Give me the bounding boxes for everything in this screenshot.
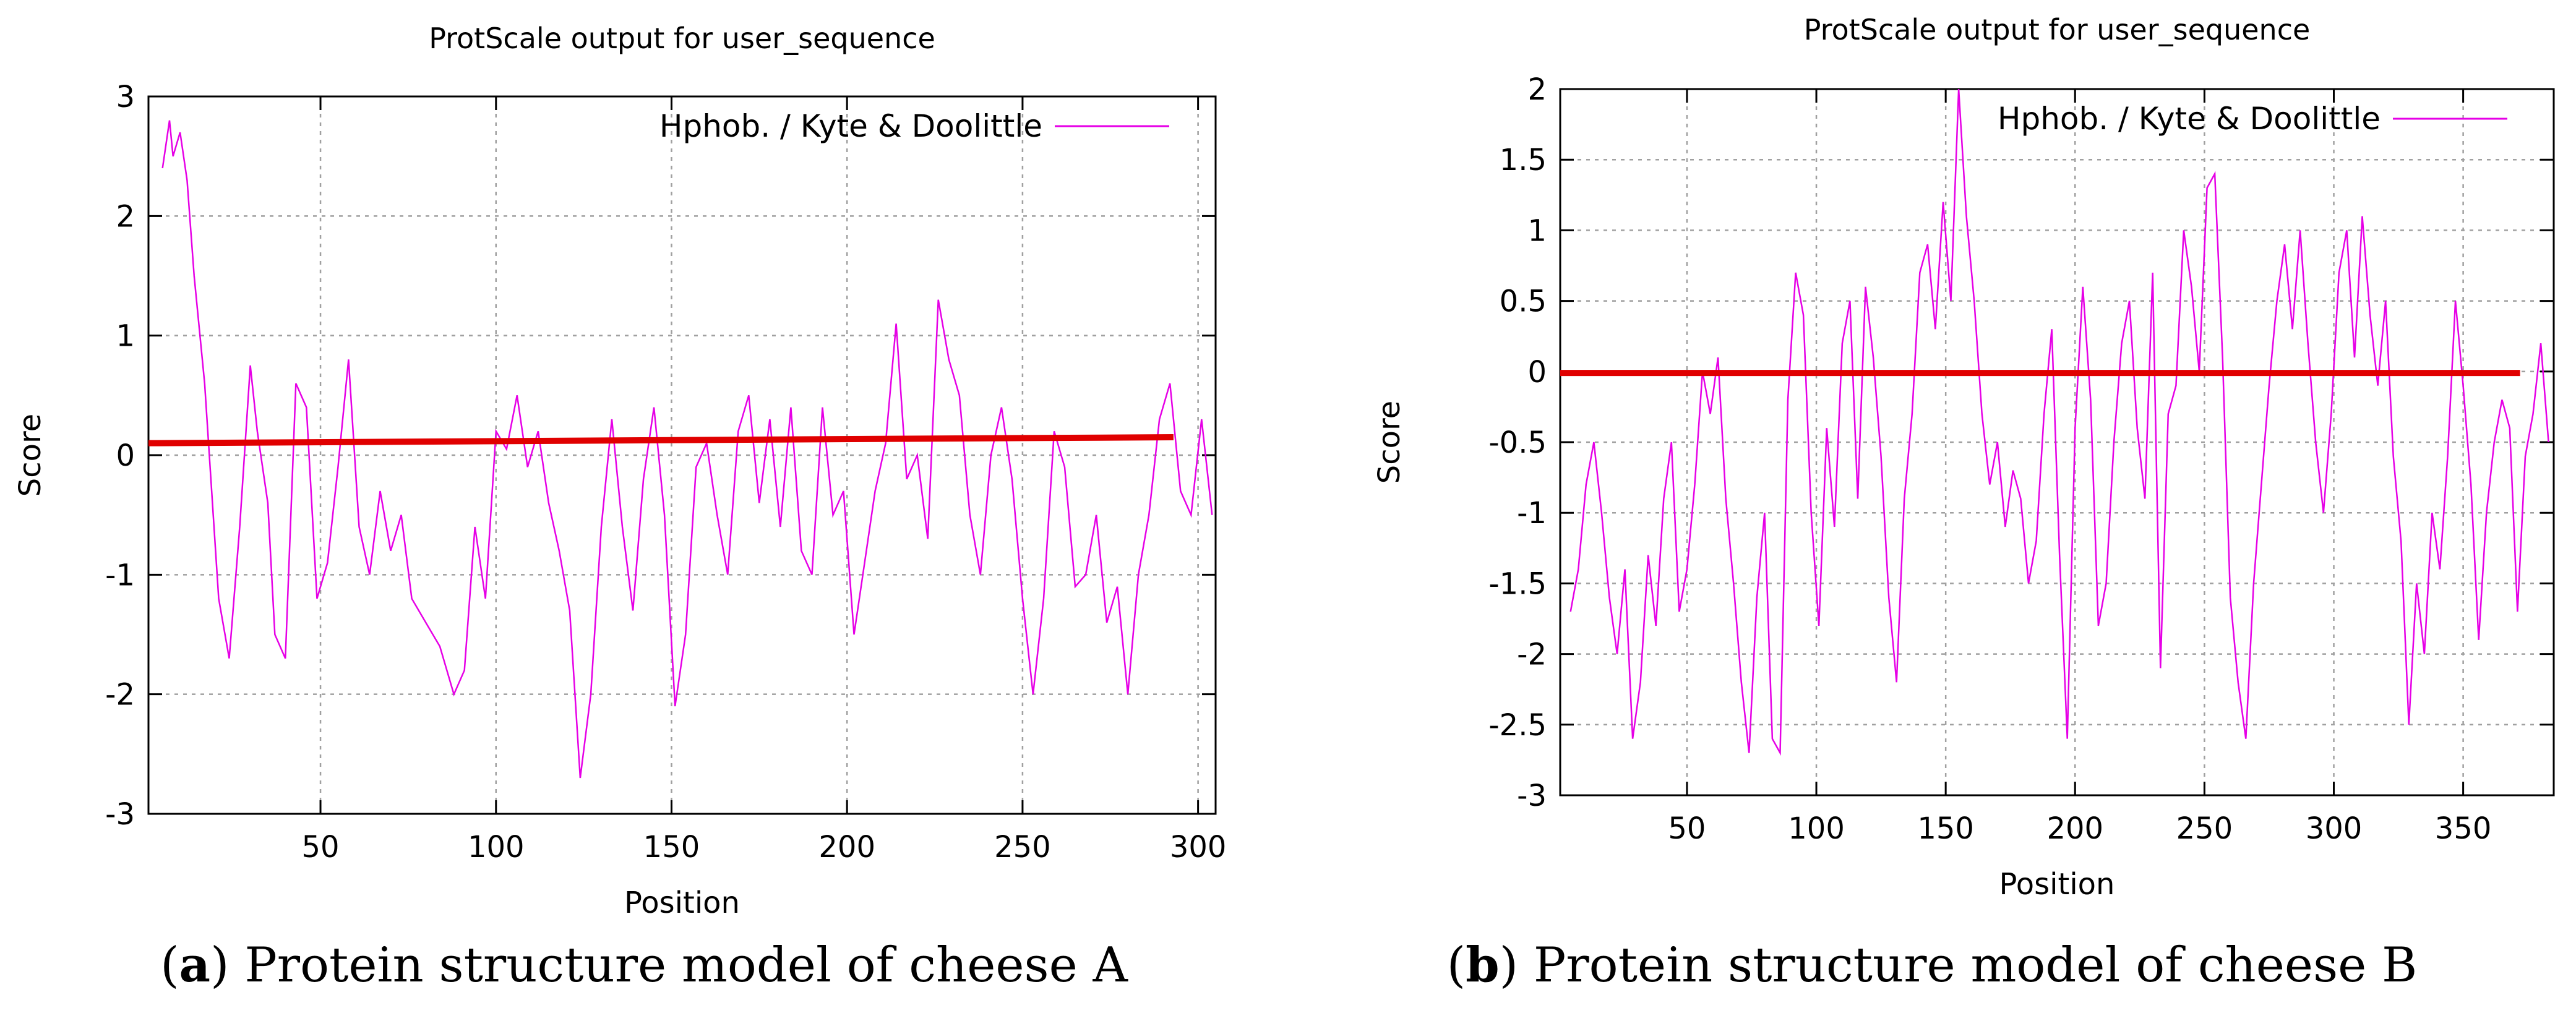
chart-b-y-tick-label: 0 xyxy=(1527,355,1547,390)
caption-a-text: Protein structure model of cheese A xyxy=(229,938,1128,993)
chart-a-x-tick-label: 200 xyxy=(818,830,875,865)
caption-a: (a) Protein structure model of cheese A xyxy=(160,937,1128,993)
chart-b-x-tick-label: 300 xyxy=(2306,811,2363,846)
caption-b: (b) Protein structure model of cheese B xyxy=(1446,937,2418,993)
chart-b-chart-title: ProtScale output for user_sequence xyxy=(1804,13,2311,46)
chart-a-x-tick-label: 150 xyxy=(643,830,700,865)
chart-a-x-axis-label: Position xyxy=(624,886,740,920)
chart-a-y-tick-label: 3 xyxy=(116,80,135,114)
chart-b-y-tick-label: 1 xyxy=(1527,213,1547,248)
chart-b-x-tick-label: 150 xyxy=(1917,811,1974,846)
chart-b-y-tick-label: 2 xyxy=(1527,72,1547,107)
chart-b-y-axis-label: Score xyxy=(1372,401,1407,484)
chart-b-legend-label: Hphob. / Kyte & Doolittle xyxy=(1998,101,2381,137)
chart-b-x-tick-label: 50 xyxy=(1668,811,1706,846)
chart-b-x-tick-label: 200 xyxy=(2046,811,2103,846)
chart-b-y-tick-label: -1 xyxy=(1517,496,1547,531)
chart-b-x-axis-label: Position xyxy=(1999,867,2115,902)
chart-a-y-tick-label: -1 xyxy=(105,558,135,592)
caption-a-letter: a xyxy=(179,937,211,993)
chart-b-x-tick-label: 250 xyxy=(2176,811,2233,846)
chart-a-x-tick-label: 250 xyxy=(994,830,1051,865)
chart-b-y-tick-label: -0.5 xyxy=(1488,425,1547,460)
chart-panel-a: 50 100 150 200 250 300 -3 -2 -1 0 1 2 3 ProtScale out… xyxy=(13,22,1227,993)
chart-b-y-tick-label: -1.5 xyxy=(1488,566,1547,601)
chart-panel-b: 50 100 150 200 250 300 350 -3 -2.5 -2 -1.5 -1 -0.5 0 0… xyxy=(1288,0,2576,1021)
hydrophobicity-chart-a: 50 100 150 200 250 300 -3 -2 -1 0 1 2 3 ProtScale out… xyxy=(13,22,1227,920)
chart-b-profile-line xyxy=(1569,88,2549,756)
chart-b-x-tick-label: 100 xyxy=(1788,811,1845,846)
chart-a-legend-label: Hphob. / Kyte & Doolittle xyxy=(659,108,1042,144)
chart-a-y-tick-label: -3 xyxy=(105,797,135,832)
caption-b-letter: b xyxy=(1466,937,1500,993)
hydrophobicity-chart-b: 50 100 150 200 250 300 350 -3 -2.5 -2 -1.5 -1 -0.5 0 0… xyxy=(1372,13,2555,902)
chart-a-profile-line xyxy=(161,120,1213,779)
chart-b-y-tick-label: 0.5 xyxy=(1500,284,1547,319)
chart-b-y-tick-label: -2 xyxy=(1517,638,1547,672)
chart-a-y-axis-label: Score xyxy=(13,414,48,497)
chart-b-x-tick-label: 350 xyxy=(2435,811,2492,846)
chart-a-chart-title: ProtScale output for user_sequence xyxy=(429,22,935,55)
chart-a-y-tick-label: 0 xyxy=(116,438,135,473)
chart-a-y-tick-label: 1 xyxy=(116,319,135,354)
chart-b-y-tick-label: 1.5 xyxy=(1500,143,1547,177)
chart-a-x-tick-label: 50 xyxy=(302,830,340,865)
chart-a-y-tick-label: -2 xyxy=(105,678,135,712)
chart-a-x-tick-label: 300 xyxy=(1170,830,1227,865)
chart-a-trend-line xyxy=(148,434,1174,446)
chart-a-y-tick-label: 2 xyxy=(116,199,135,234)
chart-b-y-tick-label: -3 xyxy=(1517,779,1547,813)
caption-b-text: Protein structure model of cheese B xyxy=(1518,938,2418,993)
chart-b-y-tick-label: -2.5 xyxy=(1488,708,1547,743)
chart-a-x-tick-label: 100 xyxy=(468,830,525,865)
